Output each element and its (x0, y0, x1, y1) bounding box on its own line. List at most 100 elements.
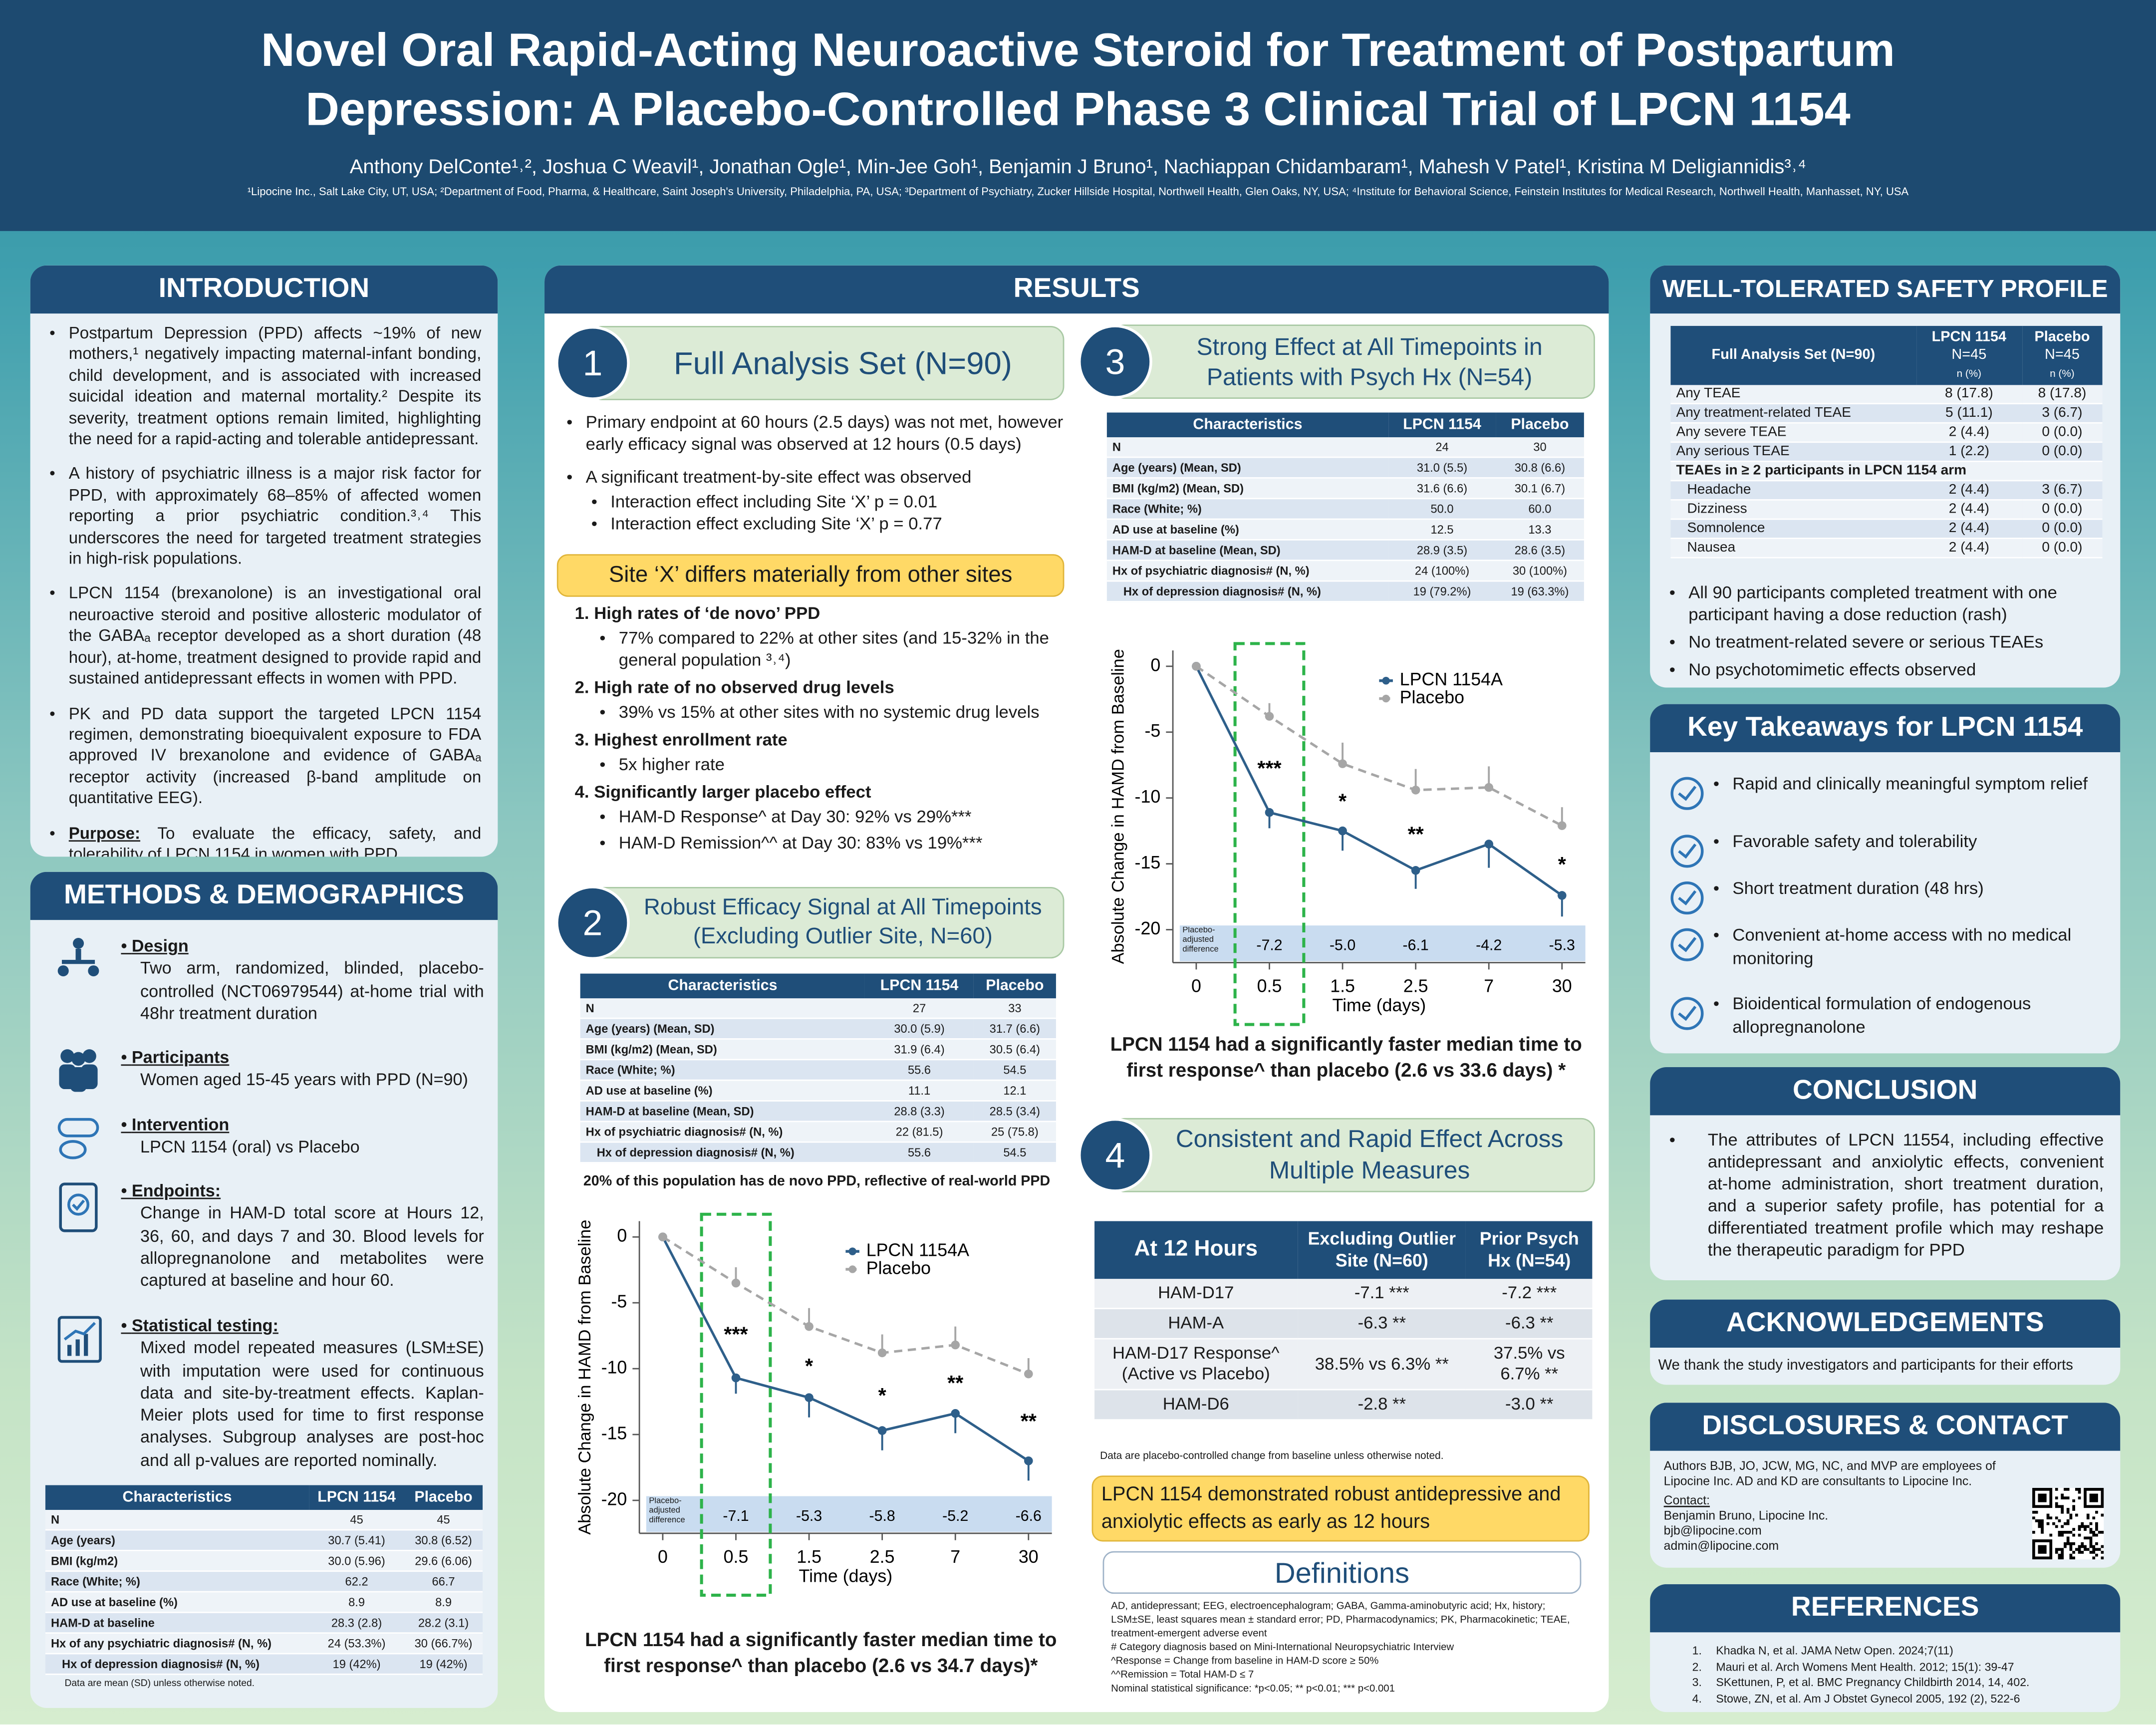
section-1-findings: High rates of ‘de novo’ PPD 77% compared … (564, 602, 1073, 860)
finding: Highest enrollment rate 5x higher rate (594, 729, 1073, 776)
qr-code (2032, 1488, 2104, 1560)
significance-label: * (1558, 853, 1567, 876)
table-cell: 45 (309, 1510, 405, 1531)
icon-graphic (57, 1118, 99, 1159)
conclusion-panel: CONCLUSION The attributes of LPCN 11554,… (1650, 1067, 2121, 1280)
table-row: Race (White; %) 55.6 54.5 (580, 1059, 1056, 1081)
conclusion-body: The attributes of LPCN 11554, including … (1666, 1129, 2104, 1267)
definition: AD, antidepressant; EEG, electroencephal… (1111, 1599, 1570, 1640)
chart-caption: LPCN 1154 had a significantly faster med… (1110, 1033, 1582, 1081)
section-number: 1 (555, 325, 630, 400)
icon-graphic (57, 1316, 102, 1363)
table-cell: Hx of depression diagnosis# (N, %) (580, 1142, 865, 1163)
table-row: HAM-D at baseline (Mean, SD) 28.8 (3.3) 28… (580, 1101, 1056, 1123)
table-header-row: Full Analysis Set (N=90) LPCN 1154 N=45 n (… (1670, 325, 2103, 385)
table-cell: HAM-D at baseline (Mean, SD) (580, 1101, 865, 1123)
table-cell: HAM-D6 (1094, 1390, 1298, 1421)
data-table: Characteristics LPCN 1154 Placebo N 45 45 Age … (45, 1485, 483, 1675)
data-point (1192, 662, 1201, 671)
difference-value: -5.2 (942, 1508, 968, 1524)
sub-list: 39% vs 15% at other sites with no system… (594, 701, 1073, 723)
table-cell: Race (White; %) (1106, 498, 1389, 520)
section-label: Consistent and Rapid Effect Across Multi… (1111, 1118, 1595, 1192)
data-point (1557, 891, 1567, 900)
table-cell: 33 (973, 998, 1056, 1019)
table-header-cell: Characteristics (1106, 412, 1389, 438)
series-line (661, 1236, 1030, 1462)
results-panel: RESULTS Full Analysis Set (N=90) 1 Primary… (544, 265, 1609, 1713)
bullet: No treatment-related severe or serious T… (1666, 631, 2107, 653)
header-line: N=45 (1951, 346, 1987, 363)
sub-list: Interaction effect including Site ‘X’ p … (586, 491, 1073, 535)
table-cell: -6.3 ** (1297, 1308, 1467, 1340)
table-cell: 19 (79.2%) (1388, 581, 1496, 602)
panel-heading: INTRODUCTION (30, 265, 498, 314)
table-row: BMI (kg/m2) (Mean, SD) 31.9 (6.4) 30.5 (6.… (580, 1039, 1056, 1061)
table-cell: 66.7 (404, 1571, 483, 1593)
table-row: Age (years) (Mean, SD) 30.0 (5.9) 31.7 (6.… (580, 1018, 1056, 1040)
table-row: Hx of psychiatric diagnosis# (N, %) 24 (1… (1106, 560, 1584, 582)
table-row: Hx of any psychiatric diagnosis# (N, %) 2… (45, 1633, 483, 1655)
table-cell: 28.9 (3.5) (1388, 540, 1496, 562)
table-cell: -6.3 ** (1466, 1308, 1593, 1340)
table-cell: 22 (81.5) (865, 1121, 974, 1143)
introduction-body: Postpartum Depression (PPD) affects ~19%… (30, 313, 498, 857)
data-point (731, 1373, 741, 1383)
table-header-row: At 12 Hours Excluding Outlier Site (N=60)… (1094, 1221, 1593, 1279)
icon-graphic (1670, 997, 1704, 1030)
sub-bullet: HAM-D Remission^^ at Day 30: 83% vs 19%*… (594, 832, 1073, 854)
icon-graphic (1670, 928, 1704, 961)
table-cell: 31.9 (6.4) (865, 1039, 974, 1061)
icon (1666, 993, 1708, 1041)
table-cell: 54.5 (973, 1059, 1056, 1081)
table-cell: 8.9 (404, 1592, 483, 1613)
table-cell: 28.3 (2.8) (309, 1612, 405, 1634)
table-cell: BMI (kg/m2) (Mean, SD) (1106, 478, 1389, 500)
table-cell: HAM-D17 (1094, 1279, 1298, 1309)
bullet: A history of psychiatric illness is a ma… (47, 464, 481, 570)
data-point (1265, 808, 1274, 817)
y-tick-label: -10 (601, 1358, 627, 1378)
icon (1666, 924, 1708, 972)
table-cell: 13.3 (1496, 519, 1584, 541)
x-tick-label: 2.5 (870, 1547, 895, 1567)
definitions-heading: Definitions (1102, 1551, 1582, 1594)
table-row: HAM-D17 Response^ (Active vs Placebo) 38.… (1094, 1339, 1593, 1391)
x-tick-label: 0.5 (724, 1547, 749, 1567)
table-cell: 3 (6.7) (2022, 403, 2103, 424)
table-cell: -3.0 ** (1466, 1390, 1593, 1421)
methods-text: Statistical testing:Mixed model repeated… (132, 1315, 484, 1471)
authors: Anthony DelConte¹˒², Joshua C Weavil¹, J… (349, 157, 1807, 179)
sub-list: HAM-D Response^ at Day 30: 92% vs 29%***… (594, 806, 1073, 854)
table-cell: 24 (1388, 437, 1496, 458)
y-tick-label: -15 (1135, 853, 1161, 872)
bullet-list: Postpartum Depression (PPD) affects ~19%… (47, 323, 481, 857)
significance-label: * (1339, 790, 1347, 813)
table-cell: 28.6 (3.5) (1496, 540, 1584, 562)
table-cell: Hx of any psychiatric diagnosis# (N, %) (45, 1633, 309, 1655)
icon-graphic (1670, 835, 1704, 868)
icon (55, 935, 104, 997)
data-point (1484, 840, 1494, 849)
table-cell: Nausea (1670, 538, 1916, 559)
panel-heading: ACKNOWLEDGEMENTS (1650, 1299, 2121, 1348)
legend-label: LPCN 1154A (866, 1240, 969, 1260)
table-row: BMI (kg/m2) 30.0 (5.96) 29.6 (6.06) (45, 1550, 483, 1572)
table-cell: 8 (17.8) (2022, 385, 2103, 404)
table-cell: 30.0 (5.96) (309, 1550, 405, 1572)
takeaway-text: Bioidentical formulation of endogenous a… (1713, 993, 2104, 1038)
methods-label: Intervention (121, 1114, 465, 1137)
bullet: No psychotomimetic effects observed (1666, 659, 2107, 681)
y-axis-label: Absolute Change in HAMD from Baseline (1109, 649, 1128, 964)
difference-label-box: Placebo-adjusted difference (649, 1497, 685, 1525)
table-cell: 3 (6.7) (2022, 480, 2103, 501)
findings-list: High rates of ‘de novo’ PPD 77% compared … (564, 602, 1073, 854)
chart-caption: LPCN 1154 had a significantly faster med… (585, 1628, 1057, 1677)
legend-label: Placebo (866, 1258, 931, 1278)
table-row: Any TEAE 8 (17.8) 8 (17.8) (1670, 385, 2103, 404)
methods-description: LPCN 1154 (oral) vs Placebo (140, 1138, 360, 1157)
